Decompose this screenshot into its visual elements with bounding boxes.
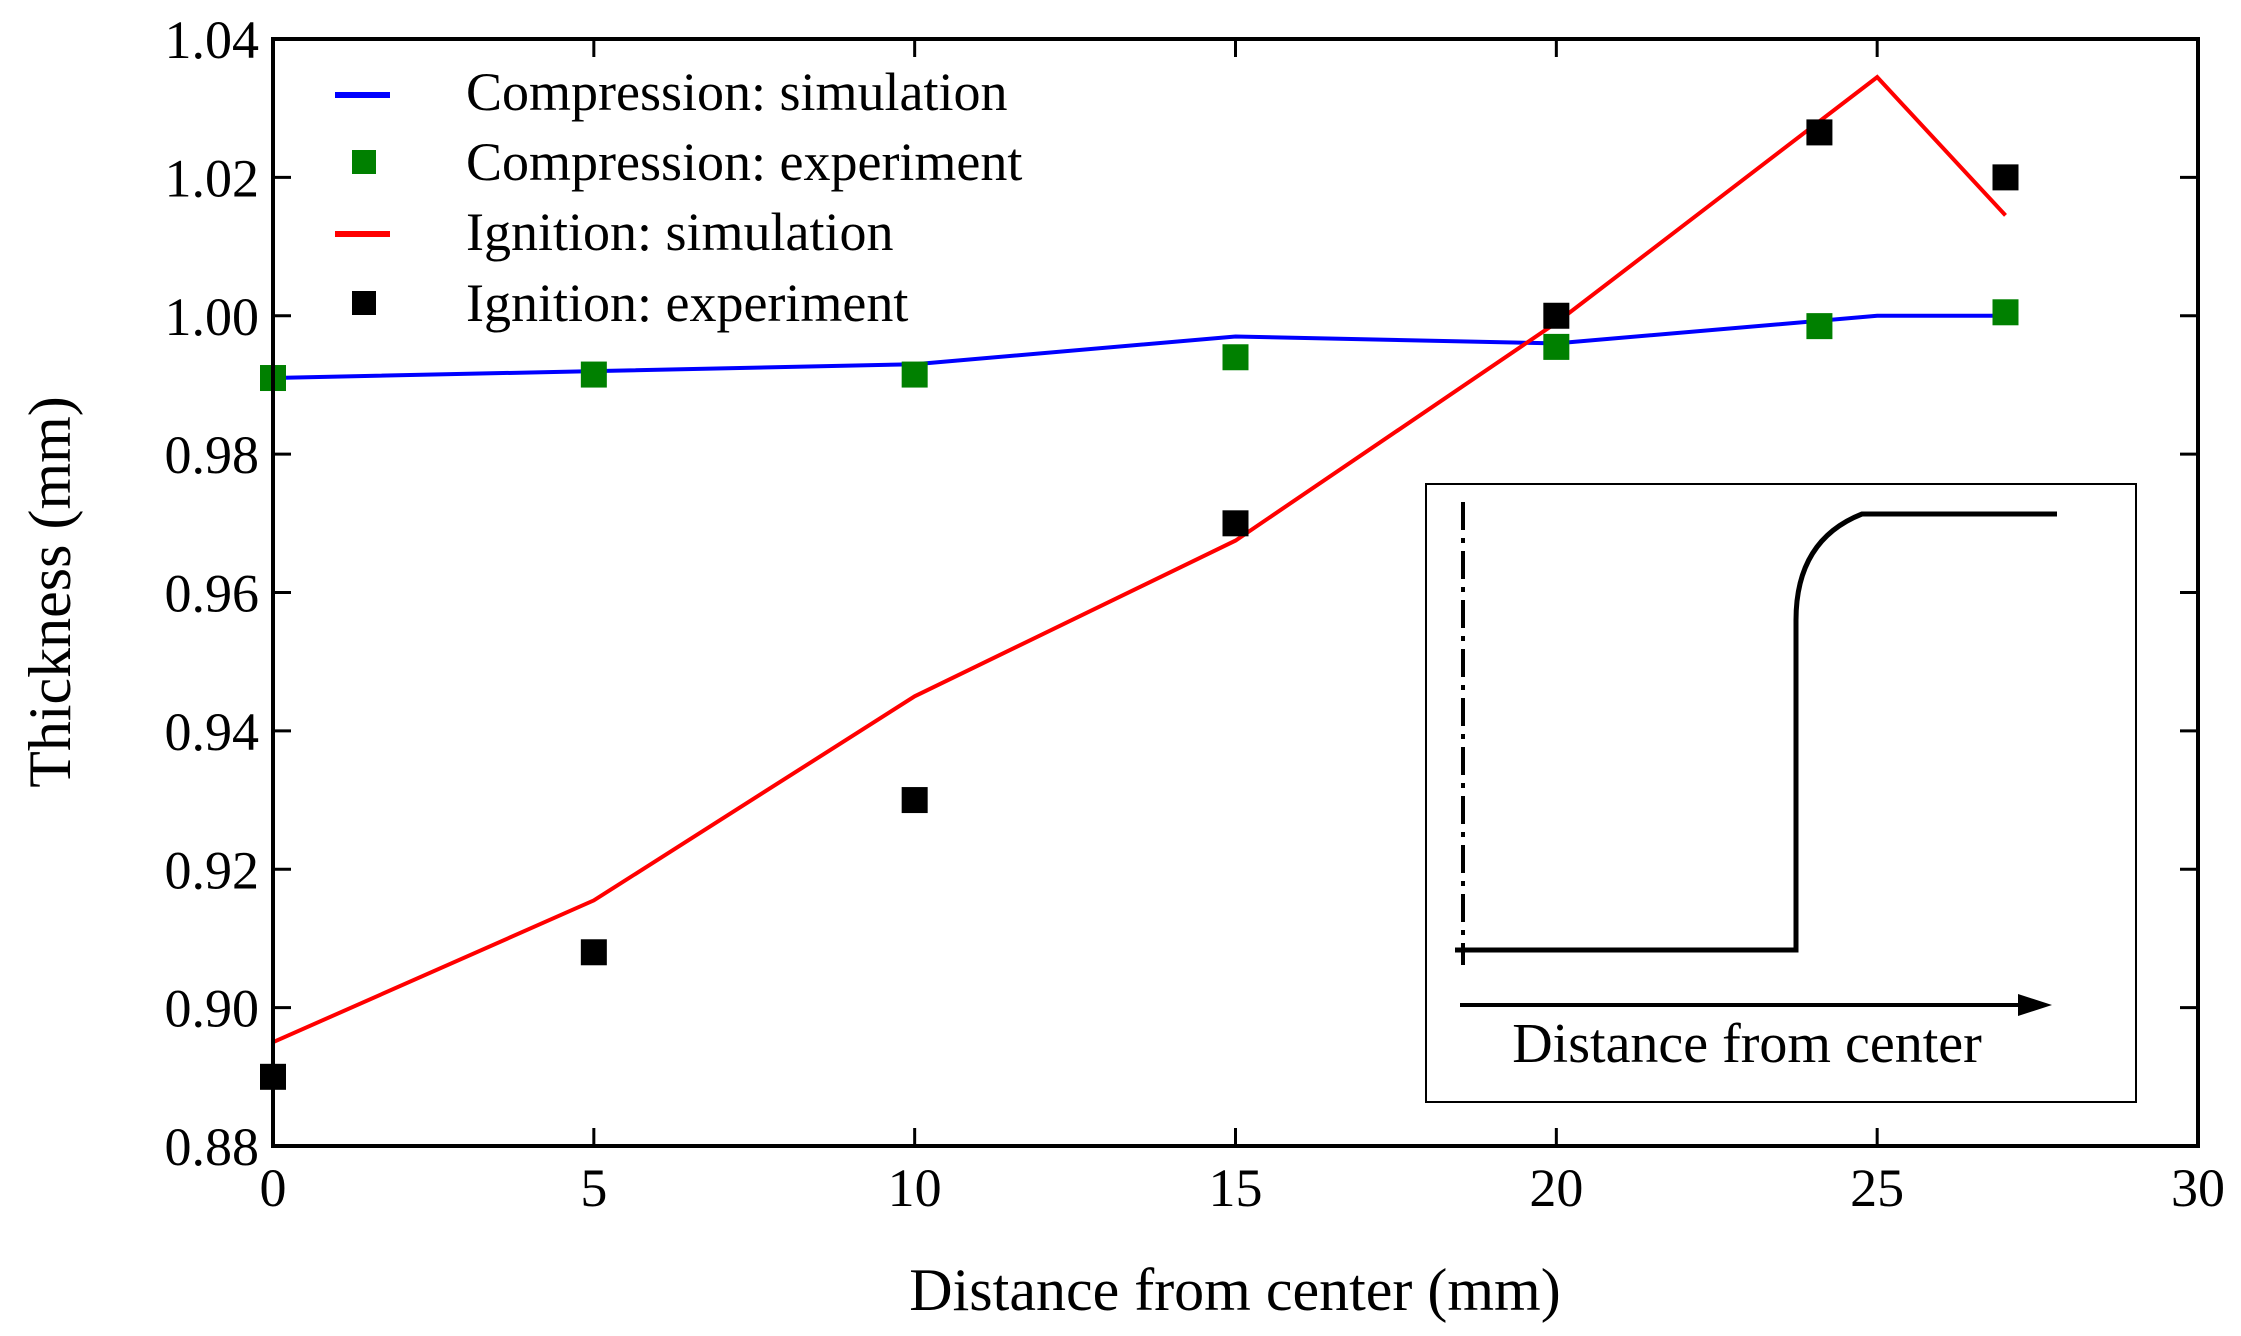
y-tick-label: 0.94 xyxy=(165,702,260,762)
data-point-ignition-experiment-1 xyxy=(580,939,607,966)
y-tick-label: 0.96 xyxy=(165,564,260,624)
data-point-compression-experiment-6 xyxy=(1992,299,2019,326)
x-tick-label: 20 xyxy=(1529,1158,1583,1218)
y-tick-label: 0.90 xyxy=(165,979,260,1039)
data-point-compression-experiment-2 xyxy=(901,361,928,388)
inset-frame xyxy=(1425,483,2137,1103)
data-point-compression-experiment-1 xyxy=(580,361,607,388)
legend: Compression: simulation Compression: exp… xyxy=(335,62,1022,333)
inset-profile-curve xyxy=(1455,511,2057,953)
series-ignition-experiment xyxy=(260,119,2019,1090)
legend-label-ignition-simulation: Ignition: simulation xyxy=(466,202,894,262)
data-point-compression-experiment-4 xyxy=(1543,333,1570,360)
legend-label-compression-experiment: Compression: experiment xyxy=(466,132,1022,192)
x-tick-label: 5 xyxy=(580,1158,607,1218)
data-point-ignition-experiment-5 xyxy=(1806,119,1833,146)
y-tick-label: 1.04 xyxy=(165,10,260,70)
x-tick-label: 10 xyxy=(888,1158,942,1218)
data-point-compression-experiment-3 xyxy=(1222,344,1249,371)
data-point-ignition-experiment-6 xyxy=(1992,164,2019,191)
x-tick-label: 25 xyxy=(1850,1158,1904,1218)
series-line-ignition-simulation xyxy=(272,74,2007,1045)
x-tick-label: 15 xyxy=(1209,1158,1263,1218)
inset-label: Distance from center xyxy=(1512,1013,1982,1075)
x-tick-label: 0 xyxy=(260,1158,287,1218)
data-point-ignition-experiment-4 xyxy=(1543,302,1570,329)
data-point-compression-experiment-5 xyxy=(1806,313,1833,340)
x-tick-label: 30 xyxy=(2171,1158,2225,1218)
y-tick-label: 1.00 xyxy=(165,287,260,347)
y-tick-label: 0.98 xyxy=(165,425,260,485)
data-point-ignition-experiment-2 xyxy=(901,787,928,814)
y-tick-label: 0.92 xyxy=(165,840,260,900)
series-ignition-simulation xyxy=(272,74,2007,1045)
y-tick-label: 0.88 xyxy=(165,1117,260,1177)
legend-swatch-compression-experiment xyxy=(352,150,376,174)
y-axis-title: Thickness (mm) xyxy=(17,396,83,788)
legend-label-compression-simulation: Compression: simulation xyxy=(466,62,1008,122)
inset-arrow-head-icon xyxy=(2018,994,2052,1016)
legend-label-ignition-experiment: Ignition: experiment xyxy=(466,273,908,333)
inset-schematic: Distance from center xyxy=(1425,483,2137,1103)
axis-ticks: 0 5 10 15 20 25 30 0.88 0.90 0.92 0.94 0.96 0.98 1.00… xyxy=(165,10,2226,1218)
data-point-ignition-experiment-3 xyxy=(1222,510,1249,537)
x-axis-title: Distance from center (mm) xyxy=(909,1257,1560,1323)
y-tick-label: 1.02 xyxy=(165,148,260,208)
legend-swatch-ignition-experiment xyxy=(352,291,376,315)
